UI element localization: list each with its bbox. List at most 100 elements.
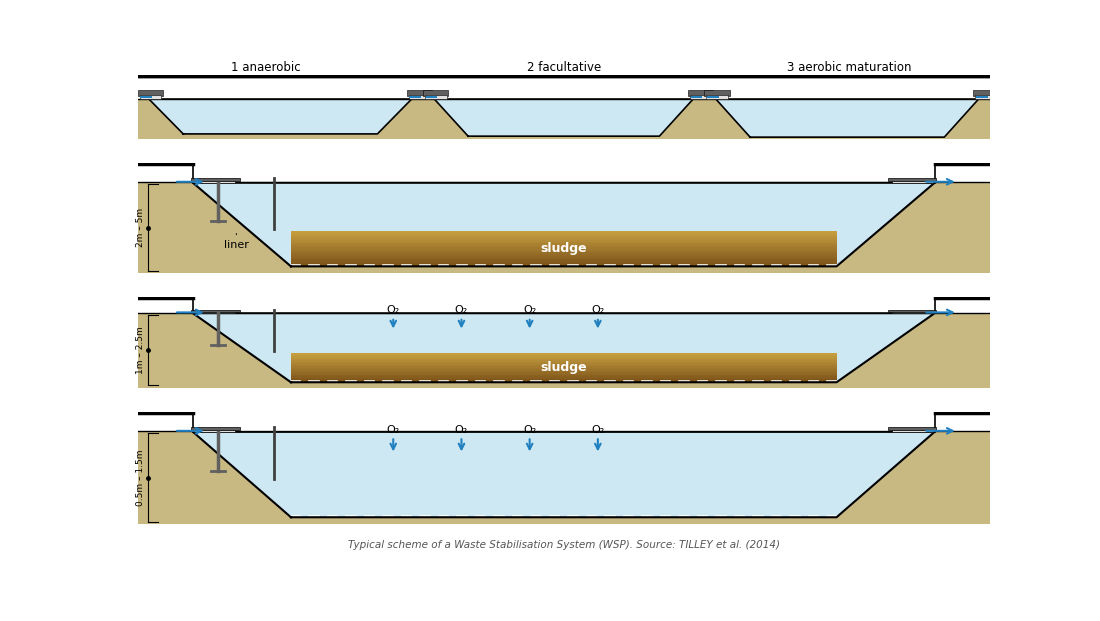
Polygon shape [192,432,935,517]
Bar [290,363,837,365]
Text: O₂: O₂ [454,306,469,315]
Text: sludge: sludge [540,242,587,255]
Bar [290,240,837,242]
Bar [191,309,240,312]
Text: outlet: outlet [892,148,926,161]
Bar [425,95,447,99]
Bar [290,235,837,237]
Bar [290,256,837,258]
Polygon shape [138,297,990,388]
Bar [290,372,837,374]
Text: 2 facultative: 2 facultative [527,61,601,73]
Bar [290,381,837,383]
Bar [138,139,990,163]
Bar [290,378,837,379]
Bar [290,371,837,372]
Text: liner: liner [223,233,249,250]
Text: O₂: O₂ [591,306,605,315]
Polygon shape [138,163,990,273]
Bar [290,366,837,368]
Bar [194,430,235,432]
Bar [290,233,837,235]
Bar [290,231,837,233]
Bar [407,90,432,96]
Text: inlet: inlet [199,396,226,409]
Bar [290,353,837,355]
Bar [707,96,718,98]
Bar [191,178,240,181]
Bar [689,90,714,96]
Text: 3 aerobic maturation: 3 aerobic maturation [516,394,696,409]
Text: inlet: inlet [199,148,226,161]
Bar [704,90,730,96]
Bar [290,355,837,356]
Bar [290,245,837,247]
Bar [290,260,837,261]
Bar [290,252,837,254]
Bar [290,358,837,359]
Bar [976,95,998,99]
Bar [290,243,837,245]
Bar [974,90,999,96]
Polygon shape [434,99,693,136]
Bar [194,312,235,313]
Text: 3 aerobic maturation: 3 aerobic maturation [788,61,912,73]
Polygon shape [192,313,935,383]
Text: Typical scheme of a Waste Stabilisation System (WSP). Source: TILLEY et al. (201: Typical scheme of a Waste Stabilisation … [348,540,780,550]
Bar [892,181,933,183]
Text: 2 facultative: 2 facultative [552,279,661,294]
Bar [408,95,430,99]
Bar [424,90,449,96]
Bar [138,388,990,412]
Bar [138,75,990,139]
Bar [976,96,988,98]
Bar [290,375,837,376]
Bar [691,96,702,98]
Bar [290,258,837,260]
Polygon shape [138,297,990,313]
Polygon shape [148,99,411,134]
Text: O₂: O₂ [522,425,537,435]
Bar [138,75,990,99]
Bar [194,181,235,183]
Text: 1m – 2.5m: 1m – 2.5m [135,327,144,374]
Bar [290,356,837,358]
Bar [290,247,837,249]
Text: O₂: O₂ [386,306,400,315]
Bar [138,90,163,96]
Text: 0.5m – 1.5m: 0.5m – 1.5m [135,450,144,506]
Text: 1 anaerobic: 1 anaerobic [557,145,657,161]
Bar [888,309,936,312]
Bar [888,427,936,430]
Bar [290,242,837,243]
Bar [290,368,837,369]
Polygon shape [138,163,990,183]
Bar [290,237,837,238]
Bar [290,263,837,265]
Bar [290,254,837,256]
Bar [290,265,837,266]
Text: O₂: O₂ [386,425,400,435]
Bar [690,95,712,99]
Bar [706,95,728,99]
Text: O₂: O₂ [522,306,537,315]
Bar [892,312,933,313]
Bar [409,96,420,98]
Text: O₂: O₂ [591,425,605,435]
Bar [140,95,162,99]
Text: outlet: outlet [892,281,926,294]
Bar [290,238,837,240]
Text: O₂: O₂ [454,425,469,435]
Text: inlet: inlet [199,281,226,294]
Polygon shape [138,412,990,524]
Bar [191,427,240,430]
Bar [140,96,152,98]
Bar [138,273,990,297]
Text: sludge: sludge [540,361,587,374]
Bar [426,96,437,98]
Polygon shape [192,183,935,266]
Bar [290,250,837,252]
Bar [888,178,936,181]
Bar [290,261,837,263]
Bar [290,365,837,366]
